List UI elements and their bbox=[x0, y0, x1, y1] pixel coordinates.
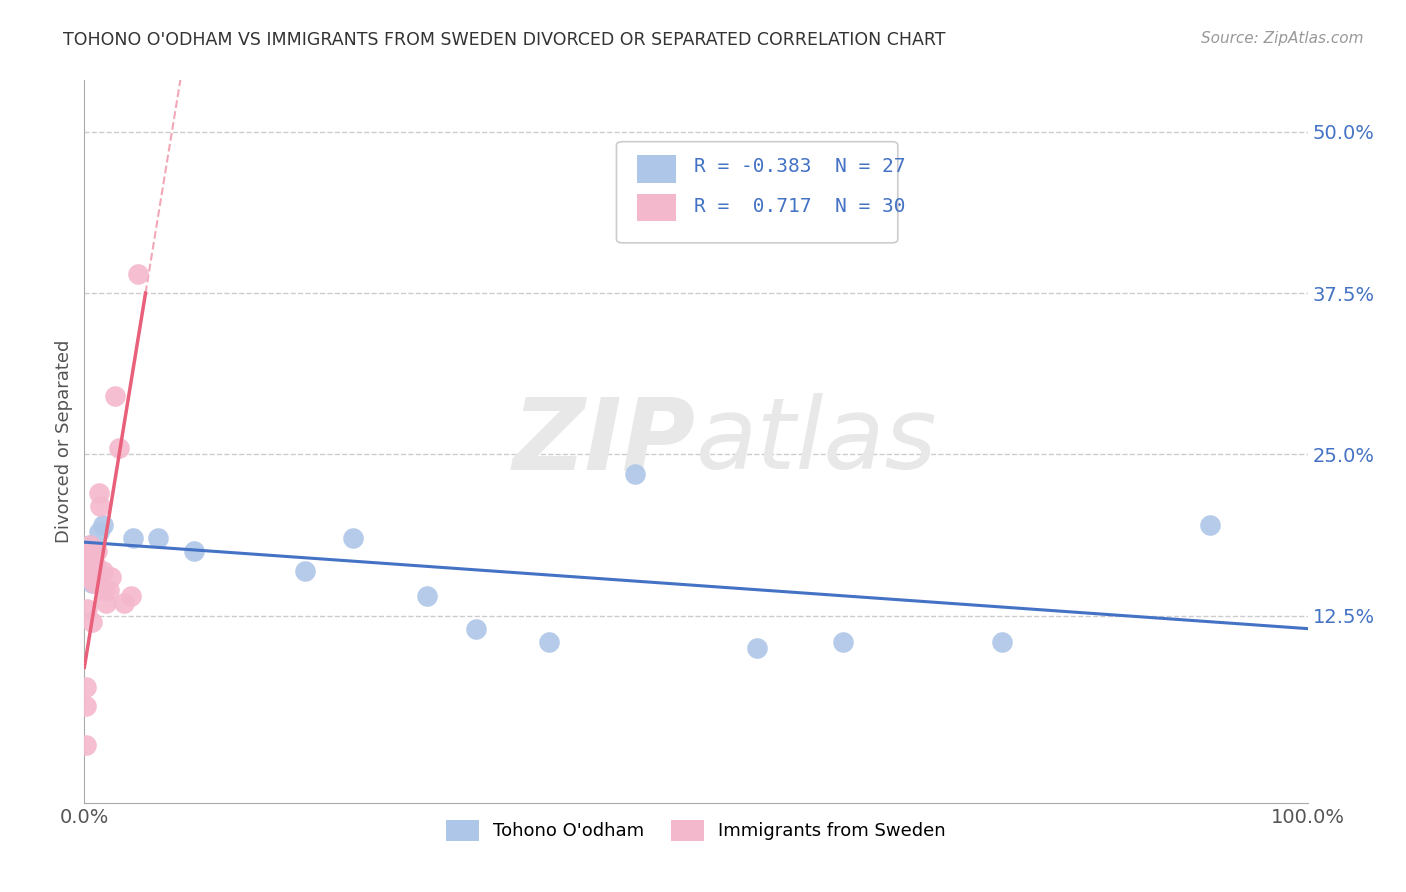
FancyBboxPatch shape bbox=[637, 194, 676, 221]
Point bbox=[76, 570, 98, 584]
Point bbox=[100, 570, 122, 584]
Point bbox=[77, 550, 100, 565]
Point bbox=[77, 564, 100, 578]
Point bbox=[146, 531, 169, 545]
Point bbox=[991, 634, 1014, 648]
Point bbox=[112, 596, 135, 610]
Point bbox=[80, 576, 103, 591]
Point bbox=[87, 524, 110, 539]
Point bbox=[747, 640, 769, 655]
Point bbox=[83, 544, 105, 558]
Point bbox=[342, 531, 364, 545]
FancyBboxPatch shape bbox=[616, 142, 898, 243]
Point bbox=[91, 564, 114, 578]
Point bbox=[104, 389, 127, 403]
Point bbox=[127, 267, 149, 281]
Point bbox=[89, 499, 111, 513]
Text: atlas: atlas bbox=[696, 393, 938, 490]
Point bbox=[96, 596, 118, 610]
Point bbox=[77, 557, 100, 571]
Point bbox=[79, 538, 101, 552]
Point bbox=[120, 590, 142, 604]
Point bbox=[538, 634, 561, 648]
Text: TOHONO O'ODHAM VS IMMIGRANTS FROM SWEDEN DIVORCED OR SEPARATED CORRELATION CHART: TOHONO O'ODHAM VS IMMIGRANTS FROM SWEDEN… bbox=[63, 31, 946, 49]
Point bbox=[80, 615, 103, 630]
Point bbox=[107, 441, 129, 455]
Point bbox=[93, 582, 115, 597]
Point bbox=[79, 538, 101, 552]
Point bbox=[79, 557, 101, 571]
Point bbox=[84, 557, 107, 571]
Point bbox=[75, 699, 97, 714]
Point bbox=[183, 544, 205, 558]
Point bbox=[82, 550, 104, 565]
Text: Source: ZipAtlas.com: Source: ZipAtlas.com bbox=[1201, 31, 1364, 46]
Point bbox=[831, 634, 853, 648]
Point bbox=[294, 564, 316, 578]
Y-axis label: Divorced or Separated: Divorced or Separated bbox=[55, 340, 73, 543]
Point bbox=[77, 550, 100, 565]
Point bbox=[1198, 518, 1220, 533]
Point bbox=[464, 622, 486, 636]
Point bbox=[80, 557, 103, 571]
Point bbox=[76, 544, 98, 558]
Point bbox=[122, 531, 145, 545]
Point bbox=[80, 544, 103, 558]
Point bbox=[97, 582, 120, 597]
Point bbox=[87, 486, 110, 500]
Text: R = -0.383  N = 27: R = -0.383 N = 27 bbox=[693, 158, 905, 177]
Point bbox=[83, 576, 105, 591]
Point bbox=[76, 602, 98, 616]
Point bbox=[91, 518, 114, 533]
Point bbox=[624, 467, 647, 481]
Text: R =  0.717  N = 30: R = 0.717 N = 30 bbox=[693, 197, 905, 216]
FancyBboxPatch shape bbox=[637, 155, 676, 183]
Legend: Tohono O'odham, Immigrants from Sweden: Tohono O'odham, Immigrants from Sweden bbox=[439, 813, 953, 848]
Point bbox=[77, 570, 100, 584]
Point bbox=[416, 590, 439, 604]
Point bbox=[86, 544, 108, 558]
Text: ZIP: ZIP bbox=[513, 393, 696, 490]
Point bbox=[77, 564, 100, 578]
Point bbox=[79, 570, 101, 584]
Point bbox=[86, 564, 108, 578]
Point bbox=[77, 544, 100, 558]
Point bbox=[82, 570, 104, 584]
Point bbox=[80, 550, 103, 565]
Point bbox=[83, 557, 105, 571]
Point bbox=[75, 680, 97, 694]
Point bbox=[75, 738, 97, 752]
